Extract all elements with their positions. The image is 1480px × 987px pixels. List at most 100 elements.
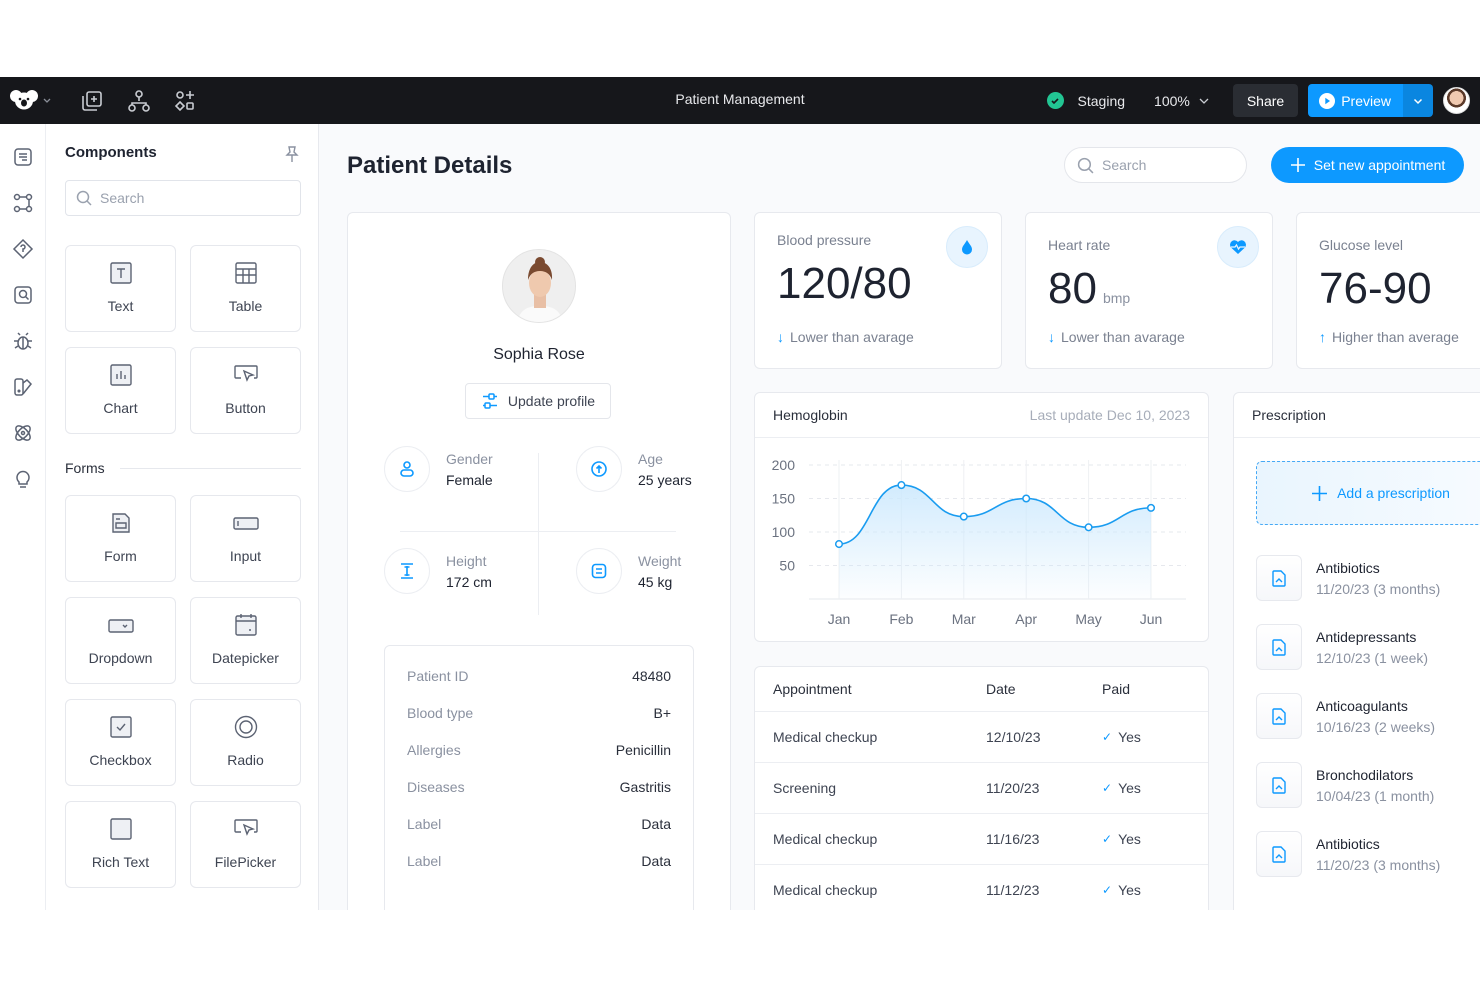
svg-text:50: 50: [779, 558, 795, 574]
component-input[interactable]: Input: [190, 495, 301, 582]
search-placeholder: Search: [100, 190, 145, 206]
panel-title: Components: [65, 144, 157, 161]
workflows-icon[interactable]: [12, 192, 34, 214]
stat-gender: Gender Female: [384, 446, 493, 492]
component-radio[interactable]: Radio: [190, 699, 301, 786]
user-avatar[interactable]: [1443, 87, 1470, 114]
metric-unit: bmp: [1102, 290, 1131, 306]
stat-weight: Weight 45 kg: [576, 548, 681, 594]
add-component-icon[interactable]: [173, 89, 197, 113]
table-header: Appointment Date Paid: [755, 667, 1208, 712]
component-table[interactable]: Table: [190, 245, 301, 332]
metric-glucose: Glucose level 76-90 ↑ Higher than average: [1296, 212, 1480, 369]
component-tree-icon[interactable]: [127, 89, 151, 113]
theme-icon[interactable]: [12, 376, 34, 398]
form-icon: [111, 513, 130, 533]
patient-search-input[interactable]: Search: [1064, 147, 1247, 183]
page-title: Patient Details: [347, 152, 513, 179]
table-row[interactable]: Screening 11/20/23 ✓ Yes: [755, 763, 1208, 814]
document-icon: [1272, 707, 1286, 725]
user-icon: [400, 461, 414, 477]
table-row[interactable]: Medical checkup 11/16/23 ✓ Yes: [755, 814, 1208, 865]
table-row[interactable]: Medical checkup 12/10/23 ✓ Yes: [755, 712, 1208, 763]
table-icon: [234, 262, 257, 284]
environment-status-icon: [1046, 92, 1064, 109]
calendar-icon: [234, 614, 257, 636]
stats-divider: [400, 531, 676, 532]
checkbox-icon: [109, 716, 132, 738]
prescription-item[interactable]: Bronchodilators 10/04/23 (1 month): [1256, 762, 1434, 808]
component-text[interactable]: Text: [65, 245, 176, 332]
check-icon: ✓: [1102, 832, 1113, 846]
arrow-down-icon: ↓: [777, 329, 784, 345]
patient-info-list: Patient ID 48480 Blood type B+ Allergies Pe…: [384, 645, 694, 910]
prescription-item[interactable]: Anticoagulants 10/16/23 (2 weeks): [1256, 693, 1435, 739]
appointments-table: Appointment Date Paid Medical checkup 12/10…: [754, 666, 1209, 910]
preview-options-button[interactable]: [1403, 84, 1433, 117]
add-page-icon[interactable]: [80, 89, 104, 113]
stats-divider: [538, 453, 539, 615]
stat-height: Height 172 cm: [384, 548, 492, 594]
text-icon: [109, 262, 132, 284]
queries-icon[interactable]: [12, 284, 34, 306]
environment-label[interactable]: Staging: [1077, 92, 1126, 109]
svg-text:May: May: [1075, 611, 1101, 627]
debug-icon[interactable]: [12, 330, 34, 352]
svg-text:150: 150: [772, 491, 796, 507]
heart-rate-icon: [1230, 240, 1246, 254]
chevron-down-icon: [1199, 98, 1209, 104]
metric-value: 76-90: [1319, 264, 1432, 313]
section-divider: [120, 468, 301, 469]
zoom-select[interactable]: 100%: [1154, 93, 1210, 109]
last-update: Last update Dec 10, 2023: [1029, 407, 1190, 423]
tips-icon[interactable]: [12, 468, 34, 490]
input-icon: [232, 517, 259, 530]
patient-name: Sophia Rose: [493, 346, 585, 363]
search-placeholder: Search: [1102, 157, 1147, 173]
chart-title: Hemoglobin: [773, 407, 848, 423]
update-profile-button[interactable]: Update profile: [465, 383, 611, 419]
plugins-icon[interactable]: [12, 422, 34, 444]
prescription-card: Prescription Add a prescription Antibiot…: [1233, 392, 1480, 910]
components-search-input[interactable]: Search: [65, 180, 301, 216]
search-icon: [76, 190, 92, 206]
table-row[interactable]: Medical checkup 11/12/23 ✓ Yes: [755, 865, 1208, 910]
component-checkbox[interactable]: Checkbox: [65, 699, 176, 786]
left-icon-rail: [0, 124, 46, 910]
hemoglobin-line-chart[interactable]: 50 100 150 200 Jan Feb Mar Apr May Jun: [755, 438, 1208, 641]
document-icon: [1272, 638, 1286, 656]
component-form[interactable]: Form: [65, 495, 176, 582]
prescription-item[interactable]: Antidepressants 12/10/23 (1 week): [1256, 624, 1428, 670]
filepicker-icon: [233, 819, 258, 836]
height-icon: [401, 563, 413, 579]
set-new-appointment-button[interactable]: Set new appointment: [1271, 147, 1464, 183]
arrow-up-icon: ↑: [1319, 329, 1326, 345]
age-icon: [591, 461, 607, 477]
button-icon: [233, 365, 258, 382]
add-prescription-button[interactable]: Add a prescription: [1256, 461, 1480, 525]
preview-label: Preview: [1341, 92, 1391, 109]
component-dropdown[interactable]: Dropdown: [65, 597, 176, 684]
info-row: Patient ID 48480: [407, 668, 671, 684]
radio-icon: [234, 715, 257, 739]
pages-icon[interactable]: [12, 146, 34, 168]
preview-button[interactable]: Preview: [1308, 84, 1403, 117]
app-window: Patient Management Staging 100% Share Pr…: [0, 77, 1480, 910]
component-chart[interactable]: Chart: [65, 347, 176, 434]
pin-icon[interactable]: [284, 145, 300, 163]
prescription-item[interactable]: Antibiotics 11/20/23 (3 months): [1256, 555, 1440, 601]
datasource-icon[interactable]: [12, 238, 34, 260]
metric-value: 120/80: [777, 259, 912, 308]
share-button[interactable]: Share: [1232, 84, 1299, 117]
stat-age: Age 25 years: [576, 446, 692, 492]
svg-text:Feb: Feb: [889, 611, 913, 627]
metric-value: 80: [1048, 264, 1097, 313]
component-button[interactable]: Button: [190, 347, 301, 434]
prescription-item[interactable]: Antibiotics 11/20/23 (3 months): [1256, 831, 1440, 877]
document-icon: [1272, 569, 1286, 587]
component-rich-text[interactable]: Rich Text: [65, 801, 176, 888]
app-menu-button[interactable]: [10, 89, 52, 111]
svg-text:Jan: Jan: [828, 611, 851, 627]
component-filepicker[interactable]: FilePicker: [190, 801, 301, 888]
component-datepicker[interactable]: Datepicker: [190, 597, 301, 684]
